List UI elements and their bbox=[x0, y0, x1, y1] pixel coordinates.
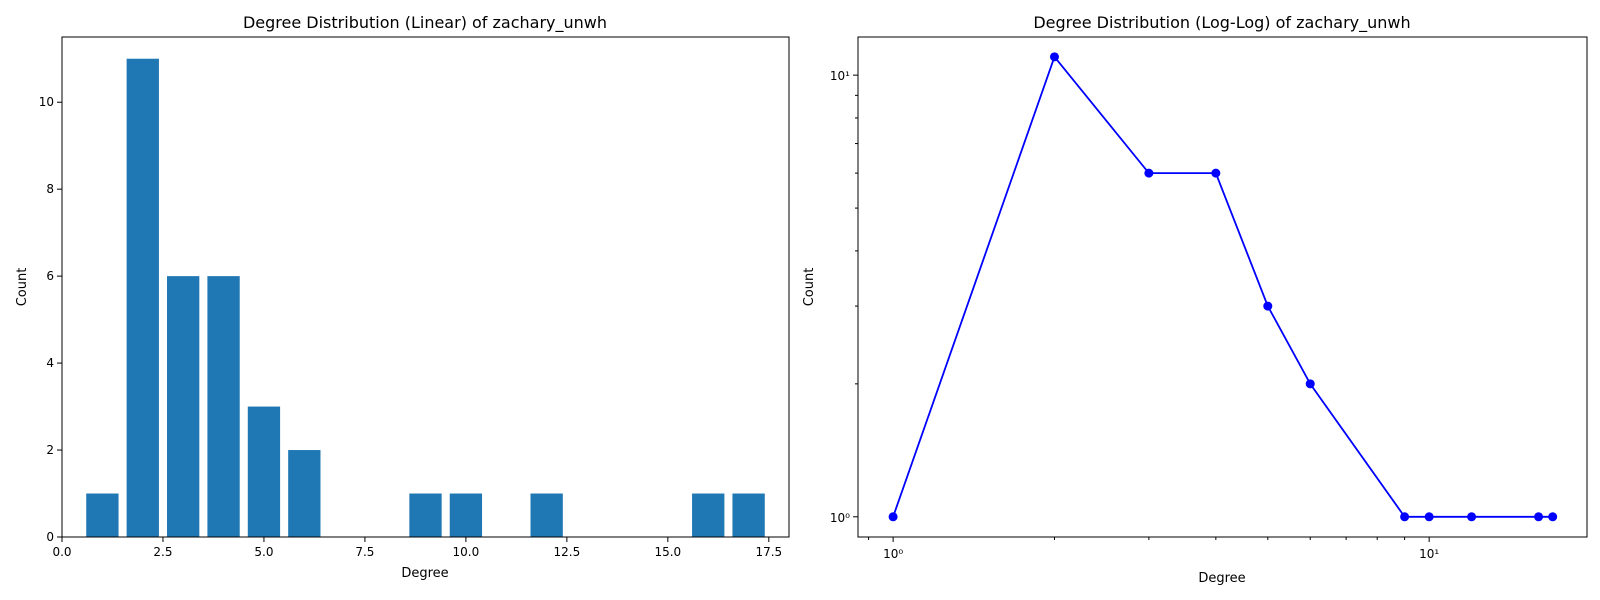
bar bbox=[409, 493, 442, 537]
plot-frame bbox=[61, 36, 790, 538]
x-axis-label: Degree bbox=[1198, 571, 1245, 586]
data-point bbox=[1263, 301, 1273, 311]
bar bbox=[167, 276, 200, 537]
linear-bar-chart: Degree Distribution (Linear) of zachary_… bbox=[15, 13, 790, 581]
plot-frame bbox=[857, 36, 1588, 538]
bar bbox=[126, 58, 159, 537]
y-tick-label: 8 bbox=[46, 182, 54, 196]
x-tick-label: 17.5 bbox=[755, 545, 782, 559]
data-point bbox=[1305, 379, 1315, 389]
chart-title: Degree Distribution (Linear) of zachary_… bbox=[243, 13, 607, 33]
y-axis-label: Count bbox=[15, 268, 30, 307]
y-tick-label: 10 bbox=[39, 95, 54, 109]
y-tick-label: 2 bbox=[46, 443, 54, 457]
data-point bbox=[1049, 52, 1059, 62]
bar bbox=[530, 493, 563, 537]
x-tick-label: 2.5 bbox=[153, 545, 172, 559]
x-tick-label: 0.0 bbox=[52, 545, 71, 559]
bar bbox=[207, 276, 240, 537]
x-tick-label: 10⁰ bbox=[883, 547, 903, 561]
y-axis-label: Count bbox=[802, 268, 817, 307]
y-tick-label: 4 bbox=[46, 356, 54, 370]
y-tick-label: 10¹ bbox=[830, 69, 850, 83]
data-point bbox=[888, 512, 898, 522]
y-tick-label: 6 bbox=[46, 269, 54, 283]
bar bbox=[692, 493, 725, 537]
x-tick-label: 15.0 bbox=[654, 545, 681, 559]
x-tick-label: 7.5 bbox=[355, 545, 374, 559]
x-ticks: 0.0 2.5 5.0 7.5 10.0 12.5 15.0 17.5 bbox=[52, 537, 782, 559]
data-point bbox=[1548, 512, 1558, 522]
bar bbox=[86, 493, 119, 537]
series-points bbox=[888, 52, 1558, 522]
x-tick-label: 10.0 bbox=[453, 545, 480, 559]
data-point bbox=[1534, 512, 1544, 522]
data-point bbox=[1211, 168, 1221, 178]
x-tick-label: 10¹ bbox=[1419, 547, 1439, 561]
x-tick-label: 12.5 bbox=[554, 545, 581, 559]
bar bbox=[247, 406, 281, 537]
x-axis-label: Degree bbox=[401, 566, 448, 581]
x-ticks: 10⁰ 10¹ bbox=[868, 537, 1439, 561]
bars bbox=[86, 58, 765, 537]
bar bbox=[288, 450, 321, 537]
bar bbox=[449, 493, 483, 537]
data-point bbox=[1467, 512, 1477, 522]
x-tick-label: 5.0 bbox=[254, 545, 273, 559]
y-ticks: 0 2 4 6 8 10 bbox=[39, 95, 62, 544]
y-tick-label: 0 bbox=[46, 530, 54, 544]
y-ticks: 10⁰ 10¹ bbox=[830, 69, 858, 525]
bar bbox=[732, 493, 765, 537]
loglog-line-chart: Degree Distribution (Log-Log) of zachary… bbox=[802, 13, 1588, 586]
data-point bbox=[1400, 512, 1410, 522]
y-tick-label: 10⁰ bbox=[830, 511, 850, 525]
data-point bbox=[1144, 168, 1154, 178]
data-point bbox=[1424, 512, 1434, 522]
chart-title: Degree Distribution (Log-Log) of zachary… bbox=[1033, 13, 1410, 33]
